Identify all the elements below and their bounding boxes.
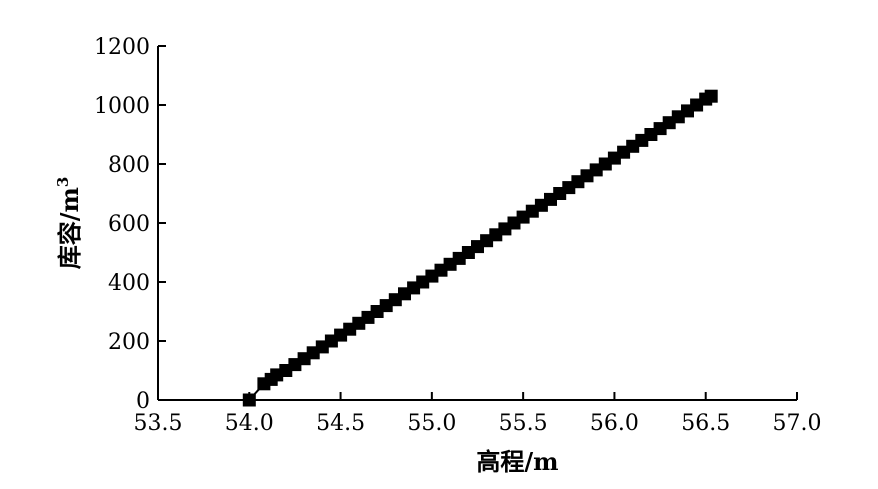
x-tick-label: 53.5 — [134, 411, 183, 436]
y-tick-label: 600 — [108, 212, 150, 237]
data-point — [704, 89, 718, 103]
y-tick-label: 1000 — [94, 94, 150, 119]
y-axis-title-main: 库容/m — [55, 187, 84, 269]
x-tick-label: 55.5 — [499, 411, 548, 436]
y-tick-label: 0 — [136, 389, 150, 414]
x-tick-label: 54.5 — [316, 411, 365, 436]
y-axis-title-superscript: 3 — [54, 177, 72, 187]
x-axis-title: 高程/m — [476, 447, 558, 476]
y-tick-label: 1200 — [94, 35, 150, 60]
plot-area: 53.5 54.0 54.5 55.0 55.5 56.0 56.5 57.0 0 200 400… — [94, 35, 821, 436]
x-tick-label: 57.0 — [773, 411, 822, 436]
x-tick-label: 56.5 — [681, 411, 730, 436]
y-tick-label: 800 — [108, 153, 150, 178]
x-ticks: 53.5 54.0 54.5 55.0 55.5 56.0 56.5 57.0 — [134, 392, 822, 436]
x-tick-label: 56.0 — [590, 411, 639, 436]
y-axis-title: 库容/m3 — [54, 177, 84, 270]
data-point — [242, 393, 256, 407]
data-markers — [242, 89, 718, 407]
y-tick-label: 400 — [108, 271, 150, 296]
y-tick-label: 200 — [108, 330, 150, 355]
x-tick-label: 55.0 — [407, 411, 456, 436]
y-ticks: 0 200 400 600 800 1000 1200 — [94, 35, 166, 414]
x-tick-label: 54.0 — [225, 411, 274, 436]
